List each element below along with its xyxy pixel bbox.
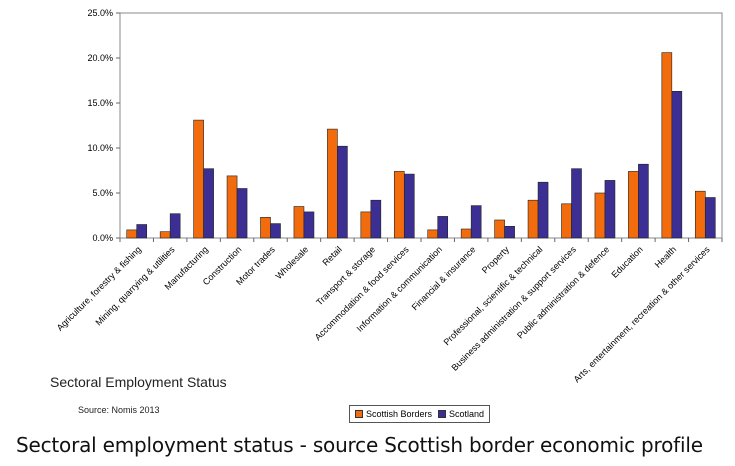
bar-scottish-borders: [393, 171, 405, 239]
bar-scottish-borders: [293, 206, 305, 239]
legend-label-scottish-borders: Scottish Borders: [366, 409, 433, 419]
y-tick-label: 20.0%: [87, 53, 113, 63]
x-tick-label: Property: [480, 244, 511, 275]
legend-swatch-scotland: [438, 410, 447, 418]
x-tick-label: Business administration & support servic…: [450, 244, 579, 373]
bar-scotland: [136, 224, 148, 239]
bar-scottish-borders: [193, 119, 204, 239]
bar-scotland: [704, 197, 716, 239]
bar-scotland: [403, 173, 415, 239]
legend-swatch-scottish-borders: [355, 410, 363, 418]
bar-scottish-borders: [527, 199, 539, 239]
x-tick-label: Financial & insurance: [410, 244, 478, 312]
x-tick-label: Health: [653, 244, 678, 269]
x-tick-label: Wholesale: [274, 244, 311, 281]
x-tick-label: Retail: [320, 244, 343, 267]
legend-item-scottish-borders: Scottish Borders: [355, 409, 432, 419]
legend: Scottish Borders Scotland: [349, 405, 491, 423]
bar-scottish-borders: [561, 203, 572, 239]
y-tick-label: 5.0%: [92, 188, 113, 198]
bar-scottish-borders: [226, 175, 238, 239]
bar-scottish-borders: [494, 219, 505, 239]
bar-scotland: [203, 168, 214, 239]
y-tick-label: 25.0%: [87, 8, 113, 18]
bar-scotland: [671, 91, 683, 239]
bar-scotland: [437, 216, 449, 239]
bar-scotland: [504, 226, 515, 239]
bar-scottish-borders: [260, 217, 271, 239]
bar-scotland: [370, 199, 382, 239]
bar-scotland: [337, 145, 348, 239]
bar-scotland: [169, 213, 181, 239]
source-note: Source: Nomis 2013: [78, 405, 160, 415]
y-tick-label: 0.0%: [92, 233, 113, 243]
x-tick-label: Transport & storage: [314, 244, 377, 307]
bar-scotland: [270, 223, 281, 239]
x-tick-label: Education: [609, 244, 644, 279]
legend-label-scotland: Scotland: [449, 409, 485, 419]
bar-scotland: [571, 168, 582, 239]
y-tick-label: 10.0%: [87, 143, 113, 153]
bar-scottish-borders: [628, 171, 639, 239]
bar-scottish-borders: [126, 229, 138, 239]
bar-scotland: [638, 163, 649, 239]
bar-scotland: [604, 180, 616, 239]
bar-scotland: [537, 181, 549, 239]
chart-title: Sectoral Employment Status: [50, 374, 227, 390]
legend-item-scotland: Scotland: [438, 409, 484, 419]
bar-scottish-borders: [594, 192, 606, 239]
bar-chart: 0.0%5.0%10.0%15.0%20.0%25.0%Agriculture,…: [55, 8, 723, 384]
bar-scotland: [236, 188, 248, 239]
bar-scotland: [470, 205, 482, 239]
bar-scottish-borders: [460, 228, 472, 239]
y-tick-label: 15.0%: [87, 98, 113, 108]
bar-scotland: [303, 211, 315, 239]
bar-scottish-borders: [694, 190, 706, 239]
bar-scottish-borders: [661, 52, 673, 239]
bar-scottish-borders: [159, 231, 171, 239]
bar-scottish-borders: [427, 229, 439, 239]
bar-scottish-borders: [327, 128, 338, 239]
bar-scottish-borders: [360, 211, 372, 239]
slide-caption: Sectoral employment status - source Scot…: [16, 433, 703, 457]
